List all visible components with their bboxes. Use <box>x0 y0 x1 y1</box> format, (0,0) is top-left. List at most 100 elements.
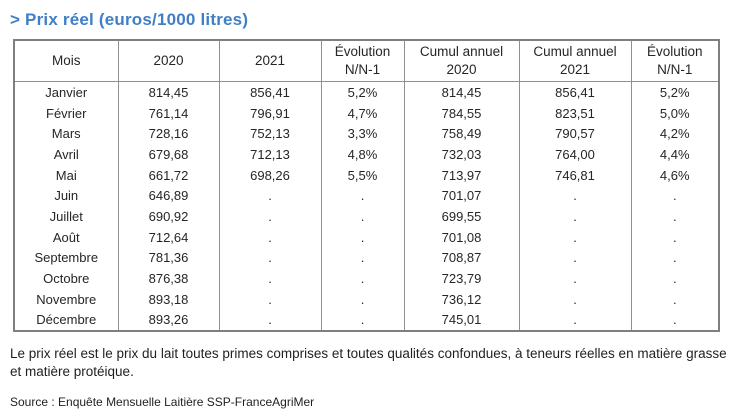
value-cell: 764,00 <box>518 144 631 165</box>
page-title: > Prix réel (euros/1000 litres) <box>10 10 249 29</box>
value-cell: 728,16 <box>117 123 219 145</box>
value-cell: . <box>320 185 404 207</box>
value-cell: . <box>630 309 719 332</box>
table-row: Mai 661,72 698,26 5,5% 713,97 746,81 4,6% <box>14 164 719 186</box>
value-cell: 661,72 <box>117 164 219 186</box>
value-cell: 781,36 <box>117 247 219 269</box>
value-cell: 646,89 <box>117 185 219 207</box>
value-cell: . <box>518 206 631 227</box>
value-cell: 698,26 <box>218 164 321 186</box>
column-header: 2021 <box>218 40 321 82</box>
value-cell: . <box>320 309 404 332</box>
value-cell: . <box>218 309 321 332</box>
value-cell: 758,49 <box>403 123 519 145</box>
month-cell: Mars <box>51 126 81 142</box>
value-cell: 723,79 <box>403 268 519 289</box>
value-cell: . <box>218 185 321 207</box>
value-cell: 3,3% <box>320 123 404 145</box>
value-cell: . <box>320 226 404 248</box>
value-cell: . <box>320 247 404 269</box>
value-cell: 701,08 <box>403 226 519 248</box>
value-cell: . <box>320 206 404 227</box>
month-cell: Décembre <box>36 312 97 328</box>
table-row: Septembre 781,36.. 708,87.. <box>14 247 719 269</box>
table-row: Juillet 690,92.. 699,55.. <box>14 206 719 227</box>
column-header: Cumul annuel 2021 <box>518 40 631 82</box>
value-cell: 876,38 <box>117 268 219 289</box>
value-cell: 5,5% <box>320 164 404 186</box>
column-header: Mois <box>14 40 118 82</box>
month-cell: Mai <box>55 167 77 183</box>
value-cell: . <box>218 206 321 227</box>
value-cell: 699,55 <box>403 206 519 227</box>
table-row: Mars 728,16 752,13 3,3% 758,49 790,57 4,2% <box>14 123 719 145</box>
value-cell: 5,2% <box>320 81 404 103</box>
value-cell: 4,6% <box>630 164 719 186</box>
value-cell: 761,14 <box>117 102 219 124</box>
table-row: Janvier 814,45 856,41 5,2% 814,45 856,41 5,2% <box>14 81 719 103</box>
month-cell: Octobre <box>43 271 90 287</box>
table-header-row: Mois 2020 2021 Évolution N/N-1 Cumul annuel … <box>14 40 719 82</box>
month-cell: Juillet <box>49 208 83 224</box>
value-cell: 736,12 <box>403 288 519 310</box>
value-cell: . <box>630 268 719 289</box>
month-cell: Février <box>46 105 87 121</box>
value-cell: . <box>518 185 631 207</box>
month-cell: Novembre <box>36 291 97 307</box>
value-cell: . <box>630 288 719 310</box>
column-header: 2020 <box>117 40 219 82</box>
value-cell: 814,45 <box>403 81 519 103</box>
value-cell: 4,8% <box>320 144 404 165</box>
value-cell: 713,97 <box>403 164 519 186</box>
value-cell: 4,7% <box>320 102 404 124</box>
table-row: Février 761,14 796,91 4,7% 784,55 823,51 5,0% <box>14 102 719 124</box>
value-cell: 5,2% <box>630 81 719 103</box>
value-cell: 814,45 <box>117 81 219 103</box>
value-cell: 752,13 <box>218 123 321 145</box>
value-cell: 708,87 <box>403 247 519 269</box>
month-cell: Août <box>52 229 80 245</box>
value-cell: 790,57 <box>518 123 631 145</box>
value-cell: 732,03 <box>403 144 519 165</box>
value-cell: 893,26 <box>117 309 219 332</box>
value-cell: . <box>218 268 321 289</box>
value-cell: . <box>518 288 631 310</box>
value-cell: 893,18 <box>117 288 219 310</box>
value-cell: . <box>630 247 719 269</box>
price-table: Mois 2020 2021 Évolution N/N-1 Cumul annuel … <box>13 39 720 333</box>
value-cell: 4,2% <box>630 123 719 145</box>
value-cell: 701,07 <box>403 185 519 207</box>
value-cell: . <box>218 247 321 269</box>
value-cell: . <box>630 206 719 227</box>
value-cell: . <box>518 247 631 269</box>
value-cell: 856,41 <box>518 81 631 103</box>
column-header: Évolution N/N-1 <box>630 40 719 82</box>
value-cell: 796,91 <box>218 102 321 124</box>
value-cell: . <box>320 288 404 310</box>
month-cell: Septembre <box>34 250 99 266</box>
value-cell: . <box>518 226 631 248</box>
table-row: Octobre 876,38.. 723,79.. <box>14 268 719 289</box>
value-cell: 690,92 <box>117 206 219 227</box>
table-row: Avril 679,68 712,13 4,8% 732,03 764,00 4,4% <box>14 144 719 165</box>
column-header: Évolution N/N-1 <box>320 40 404 82</box>
table-row: Décembre 893,26.. 745,01.. <box>14 309 719 332</box>
value-cell: . <box>320 268 404 289</box>
value-cell: 745,01 <box>403 309 519 332</box>
value-cell: . <box>630 185 719 207</box>
table-row: Juin 646,89.. 701,07.. <box>14 185 719 207</box>
value-cell: . <box>518 309 631 332</box>
table-row: Août 712,64.. 701,08.. <box>14 226 719 248</box>
footnote-text: Le prix réel est le prix du lait toutes … <box>10 346 727 379</box>
month-cell: Avril <box>53 146 79 162</box>
value-cell: 679,68 <box>117 144 219 165</box>
value-cell: 784,55 <box>403 102 519 124</box>
value-cell: 4,4% <box>630 144 719 165</box>
month-cell: Janvier <box>45 84 88 100</box>
table-row: Novembre 893,18.. 736,12.. <box>14 288 719 310</box>
value-cell: . <box>218 288 321 310</box>
table-body: Janvier 814,45 856,41 5,2% 814,45 856,41 5,2% F… <box>14 81 719 332</box>
value-cell: 856,41 <box>218 81 321 103</box>
value-cell: 823,51 <box>518 102 631 124</box>
value-cell: 712,64 <box>117 226 219 248</box>
